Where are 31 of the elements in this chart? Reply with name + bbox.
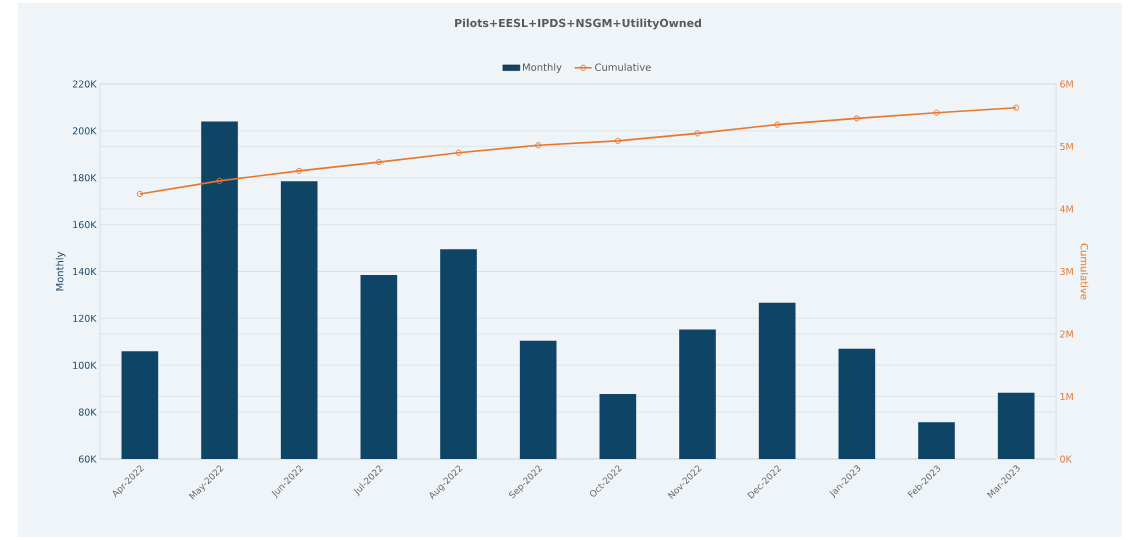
y2-tick-label: 1M: [1060, 393, 1073, 400]
y-tick-label: 200K: [72, 127, 97, 135]
y2-axis-title: Cumulative: [1080, 243, 1089, 300]
y-tick-label: 140K: [73, 267, 97, 276]
point: [774, 121, 781, 128]
y2-tick-label: 4M: [1060, 205, 1073, 213]
y2-tick-label: 6M: [1060, 80, 1073, 88]
point: [614, 137, 621, 144]
y-tick-label: 100K: [73, 361, 97, 369]
point: [535, 142, 542, 149]
y-tick-label: 180K: [73, 174, 97, 182]
y-tick-label: 160K: [73, 221, 97, 229]
chart-title: Pilots+EESL+IPDS+NSGM+UtilityOwned: [455, 18, 701, 30]
point: [694, 130, 701, 137]
point: [375, 159, 382, 166]
y-tick-label: 120K: [73, 314, 97, 322]
y-axis-title: Monthly: [55, 251, 66, 291]
legend-label: Monthly: [523, 63, 562, 73]
y2-tick-label: 3M: [1060, 267, 1073, 276]
point: [853, 115, 860, 122]
y2-tick-label: 5M: [1060, 142, 1073, 151]
point: [455, 149, 462, 156]
y-tick-label: 220K: [72, 80, 97, 88]
point: [216, 177, 223, 184]
y2-tick-label: 0K: [1060, 455, 1072, 463]
point: [933, 109, 940, 116]
legend-label: Cumulative: [595, 63, 651, 71]
point: [296, 167, 303, 174]
y-tick-label: 60K: [78, 455, 97, 463]
y2-tick-label: 2M: [1060, 330, 1073, 338]
y-tick-label: 80K: [78, 408, 97, 416]
